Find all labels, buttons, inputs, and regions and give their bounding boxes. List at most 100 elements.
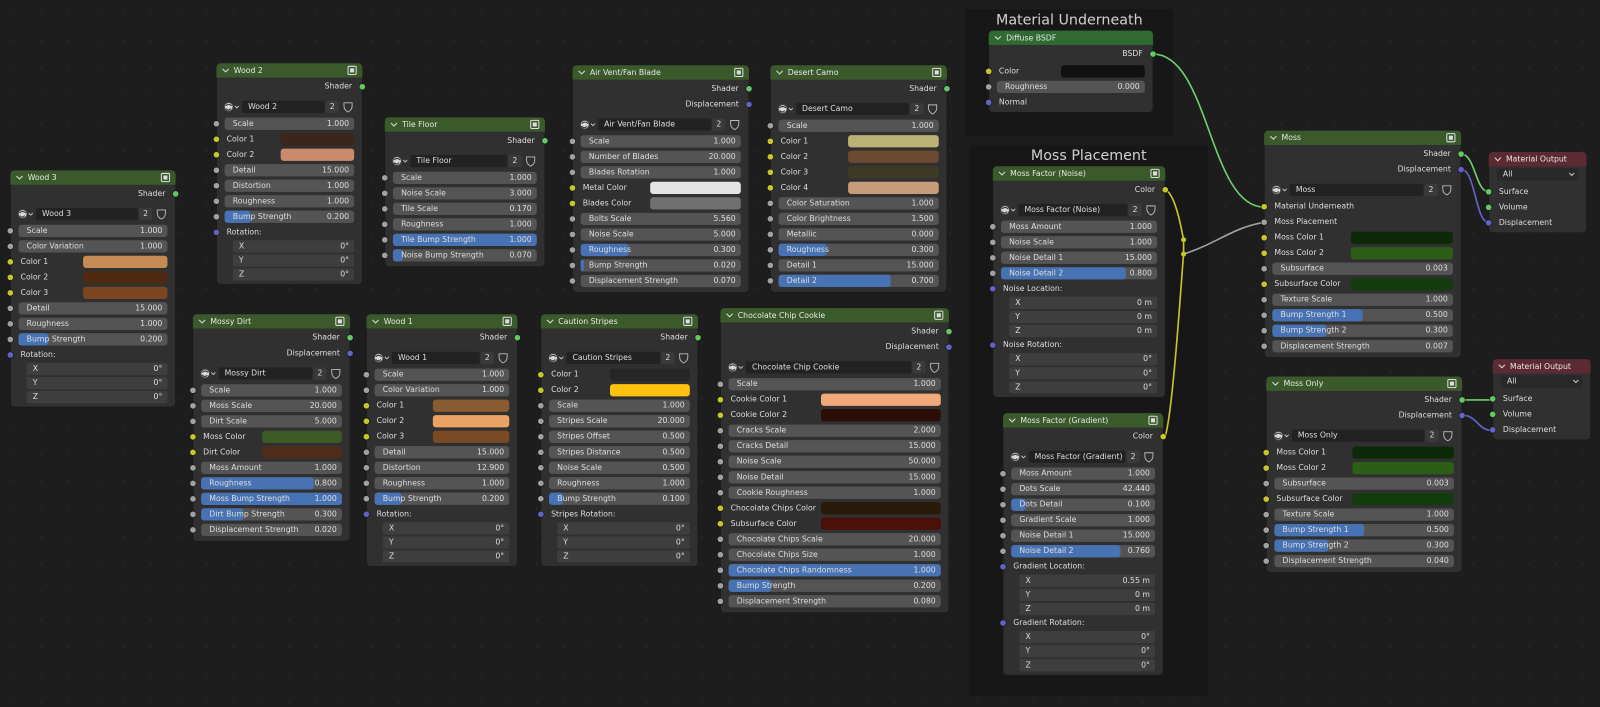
socket[interactable] [1262,495,1270,503]
socket[interactable] [989,285,997,293]
color-swatch[interactable] [432,399,510,412]
value-field[interactable] [778,228,939,241]
value-field[interactable] [224,179,355,192]
socket[interactable] [537,495,545,503]
socket[interactable] [362,479,370,487]
color-swatch[interactable] [280,133,355,146]
dropdown[interactable] [1496,168,1579,181]
socket[interactable] [569,137,576,145]
socket[interactable] [537,371,545,379]
value-field[interactable] [580,135,741,148]
value-field[interactable] [549,492,690,505]
socket[interactable] [694,334,702,342]
socket[interactable] [766,184,774,192]
vector-field[interactable] [1019,630,1156,644]
socket[interactable] [989,238,997,246]
socket[interactable] [1260,311,1268,319]
value-field[interactable] [1274,508,1454,521]
value-field[interactable] [374,492,510,505]
value-field[interactable] [201,384,342,397]
value-field[interactable] [1272,340,1453,353]
value-field[interactable] [778,119,939,132]
datablock-field[interactable] [598,118,712,131]
value-field[interactable] [18,302,168,315]
value-field[interactable] [580,150,741,164]
color-swatch[interactable] [820,393,941,406]
socket[interactable] [1489,426,1497,434]
value-field[interactable] [392,187,537,200]
socket[interactable] [362,495,370,503]
fake-user-shield[interactable] [1442,185,1452,196]
socket[interactable] [537,402,545,410]
socket[interactable] [6,351,14,359]
socket[interactable] [943,85,951,93]
socket[interactable] [1457,166,1465,174]
user-count-box[interactable] [661,351,675,365]
user-count-box[interactable] [1126,450,1140,463]
value-field[interactable] [728,440,941,453]
value-field[interactable] [549,477,690,490]
socket[interactable] [1458,412,1466,419]
socket[interactable] [1485,203,1493,211]
socket[interactable] [1262,449,1270,457]
color-swatch[interactable] [820,517,941,530]
datablock-field[interactable] [35,207,138,221]
value-field[interactable] [728,548,941,561]
socket[interactable] [537,433,545,441]
value-field[interactable] [728,533,941,546]
fake-user-shield[interactable] [1443,431,1453,442]
color-swatch[interactable] [262,430,342,443]
color-swatch[interactable] [432,430,510,443]
socket[interactable] [362,386,370,394]
socket[interactable] [1262,557,1270,565]
socket[interactable] [945,343,953,351]
collapse-toggle[interactable] [16,175,23,180]
socket[interactable] [362,510,370,518]
value-field[interactable] [392,171,537,184]
value-field[interactable] [374,368,510,381]
vector-field[interactable] [1009,367,1158,380]
value-field[interactable] [728,424,941,437]
socket[interactable] [172,190,180,198]
vector-field[interactable] [1009,296,1158,310]
socket[interactable] [1262,542,1270,550]
color-swatch[interactable] [848,150,939,163]
value-field[interactable] [224,210,355,223]
socket[interactable] [716,535,724,543]
value-field[interactable] [728,579,941,592]
datablock-field[interactable] [1028,450,1126,463]
socket[interactable] [1260,234,1268,242]
collapse-toggle[interactable] [372,319,380,324]
socket[interactable] [945,328,953,336]
socket[interactable] [212,197,220,205]
value-field[interactable] [224,164,355,177]
vector-field[interactable] [557,550,690,563]
socket[interactable] [381,236,389,244]
socket[interactable] [716,427,724,435]
color-swatch[interactable] [83,271,168,284]
value-field[interactable] [18,317,168,331]
socket[interactable] [513,334,521,342]
fake-user-shield[interactable] [526,156,536,167]
socket[interactable] [537,479,545,487]
socket[interactable] [358,83,366,91]
socket[interactable] [989,223,997,231]
socket[interactable] [569,230,576,238]
socket[interactable] [1260,342,1268,350]
socket[interactable] [716,566,724,574]
socket[interactable] [212,213,220,221]
socket[interactable] [6,335,14,343]
socket[interactable] [989,269,997,277]
color-swatch[interactable] [848,166,939,179]
socket[interactable] [999,516,1007,524]
socket[interactable] [189,448,197,456]
socket[interactable] [189,417,197,425]
color-swatch[interactable] [280,148,355,161]
collapse-toggle[interactable] [390,122,398,127]
socket[interactable] [6,320,14,328]
socket[interactable] [766,215,774,223]
color-swatch[interactable] [1061,65,1145,78]
fake-user-shield[interactable] [1144,452,1154,463]
socket[interactable] [346,349,354,357]
value-field[interactable] [201,415,342,428]
